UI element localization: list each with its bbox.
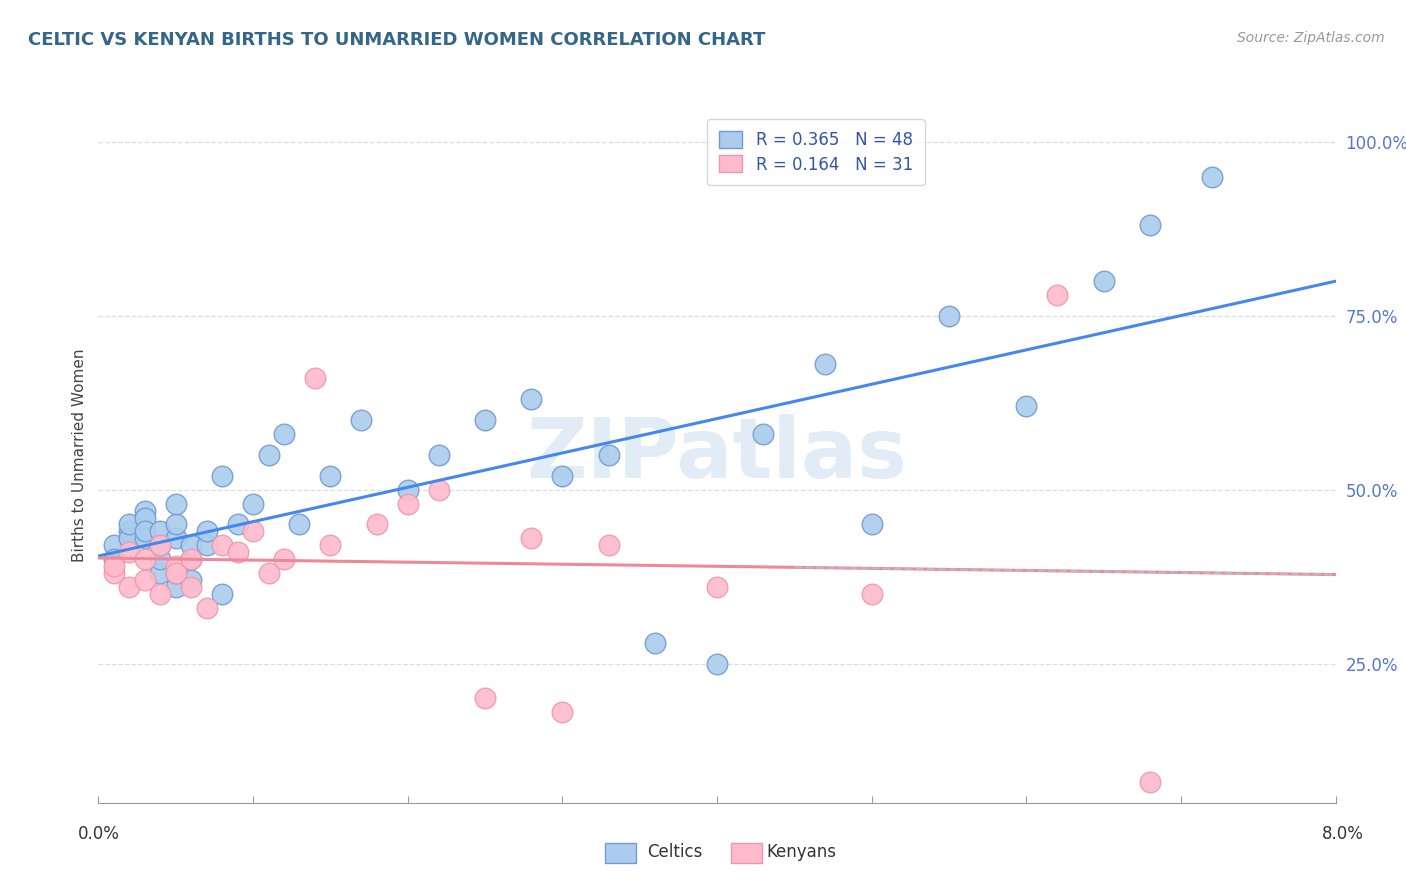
Point [520,532,543,546]
Point [180,573,202,587]
Point [474,413,496,427]
Point [396,483,419,497]
Y-axis label: Births to Unmarried Women: Births to Unmarried Women [72,348,87,562]
Point [149,524,172,539]
Point [474,691,496,706]
Point [706,657,728,671]
Point [860,517,883,532]
Point [165,532,187,546]
Point [211,587,233,601]
Point [165,566,187,581]
Point [273,552,295,566]
Point [195,601,218,615]
Point [938,309,960,323]
Point [860,587,883,601]
Point [273,427,295,442]
Point [195,524,218,539]
Point [134,503,156,517]
Point [752,427,775,442]
Point [319,538,342,552]
Point [180,538,202,552]
Point [814,358,837,372]
Point [180,552,202,566]
Point [118,517,141,532]
Point [103,552,125,566]
Point [226,517,249,532]
Point [118,524,141,539]
Point [118,580,141,594]
Point [165,517,187,532]
Text: CELTIC VS KENYAN BIRTHS TO UNMARRIED WOMEN CORRELATION CHART: CELTIC VS KENYAN BIRTHS TO UNMARRIED WOM… [28,31,765,49]
Point [134,510,156,524]
Point [103,559,125,574]
Point [195,538,218,552]
Point [211,538,233,552]
Point [551,468,574,483]
Point [350,413,373,427]
Point [598,538,620,552]
Point [1139,219,1161,233]
Point [118,545,141,559]
Point [257,448,280,462]
Point [520,392,543,407]
Point [1046,288,1069,302]
Point [134,552,156,566]
Point [149,552,172,566]
Point [706,580,728,594]
Point [134,573,156,587]
Text: Celtics: Celtics [647,843,702,861]
Point [149,538,172,552]
Point [551,706,574,720]
Point [165,497,187,511]
Point [149,538,172,552]
Point [288,517,311,532]
Point [319,468,342,483]
Point [180,580,202,594]
Legend: R = 0.365   N = 48, R = 0.164   N = 31: R = 0.365 N = 48, R = 0.164 N = 31 [707,119,925,186]
Point [366,517,388,532]
Point [1092,274,1115,288]
Point [304,371,326,385]
Point [396,497,419,511]
Text: Source: ZipAtlas.com: Source: ZipAtlas.com [1237,31,1385,45]
Point [1015,399,1038,413]
Point [118,532,141,546]
Text: 8.0%: 8.0% [1322,825,1364,843]
Point [165,559,187,574]
Point [1139,775,1161,789]
Point [149,587,172,601]
Point [427,448,450,462]
Point [165,566,187,581]
Point [242,497,264,511]
Point [1201,169,1223,184]
Point [149,566,172,581]
Text: 0.0%: 0.0% [77,825,120,843]
Text: Kenyans: Kenyans [766,843,837,861]
Point [165,580,187,594]
Point [134,532,156,546]
Point [598,448,620,462]
Point [211,468,233,483]
Point [134,524,156,539]
Point [103,538,125,552]
Point [226,545,249,559]
Point [180,552,202,566]
Point [242,524,264,539]
Point [257,566,280,581]
Text: ZIPatlas: ZIPatlas [527,415,907,495]
Point [644,636,666,650]
Point [103,566,125,581]
Point [427,483,450,497]
